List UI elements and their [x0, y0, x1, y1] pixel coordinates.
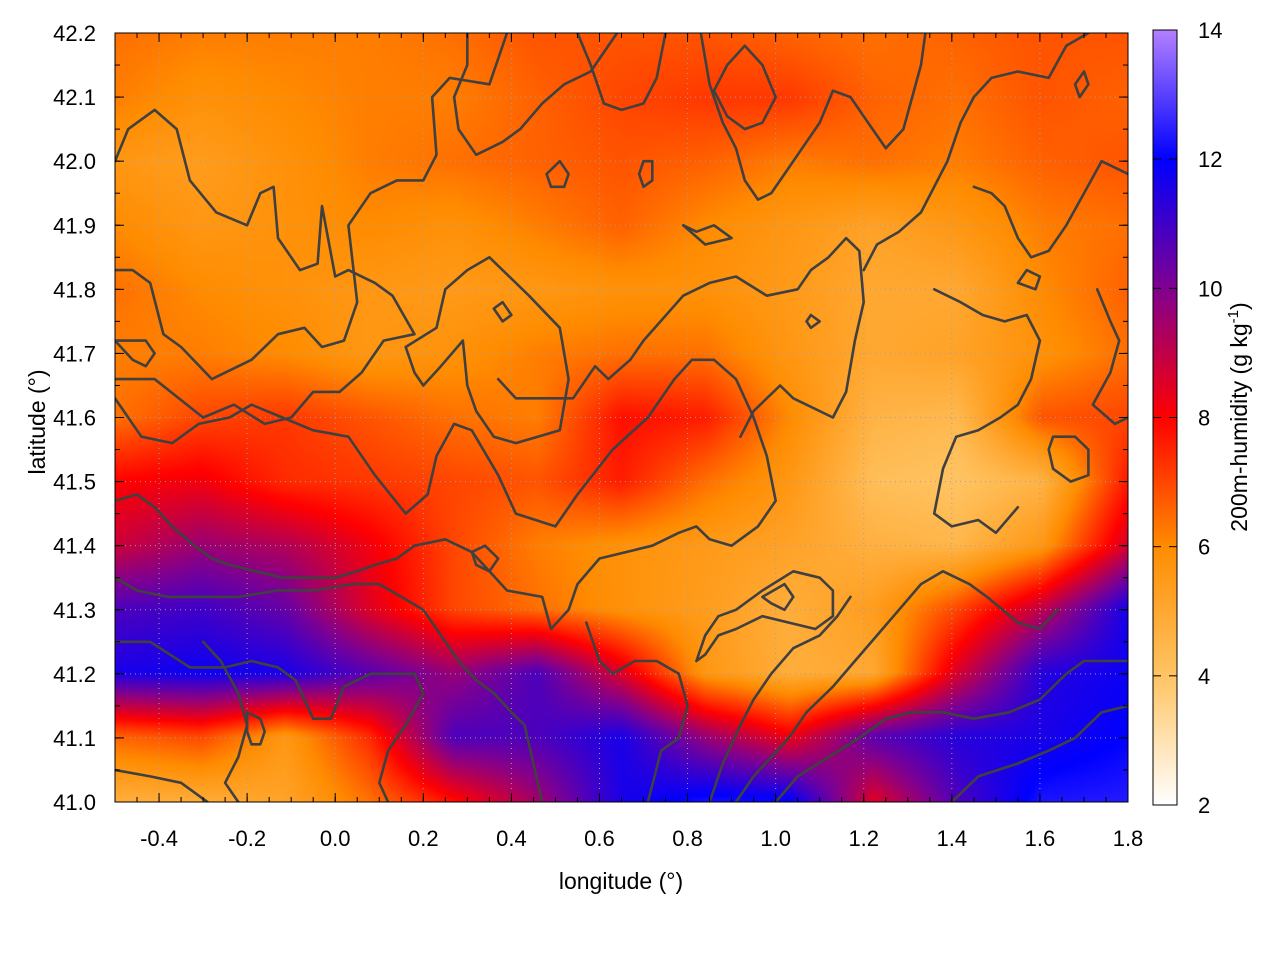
y-tick-label: 42.1 — [53, 85, 96, 110]
y-tick-label: 41.1 — [53, 726, 96, 751]
contour-lines — [115, 33, 1128, 802]
x-tick-label: 1.6 — [1025, 826, 1056, 851]
contour-line — [712, 44, 777, 131]
x-tick-label: 1.0 — [760, 826, 791, 851]
contour-line — [805, 313, 821, 330]
y-tick-label: 41.8 — [53, 277, 96, 302]
contour-line — [115, 640, 425, 802]
x-tick-label: 1.2 — [848, 826, 879, 851]
x-tick-label: 0.8 — [672, 826, 703, 851]
y-tick-label: 42.0 — [53, 149, 96, 174]
y-axis-label: latitude (°) — [24, 369, 50, 474]
x-tick-label: 0.6 — [584, 826, 615, 851]
colorbar-label-exponent: -1 — [1225, 310, 1242, 323]
x-tick-label: 0.2 — [408, 826, 439, 851]
contour-line — [545, 159, 570, 189]
colorbar-label-main: 200m-humidity (g kg — [1226, 323, 1252, 531]
contour-line — [708, 595, 852, 802]
y-tick-label: 41.6 — [53, 406, 96, 431]
colorbar-tick-label: 2 — [1198, 793, 1210, 818]
y-tick-label: 41.7 — [53, 341, 96, 366]
contour-line — [115, 339, 156, 368]
contour-line — [1091, 288, 1128, 426]
y-tick-label: 41.5 — [53, 470, 96, 495]
contour-line — [761, 582, 795, 612]
colorbar-axis: 2 4 6 8 10 12 14 — [1153, 18, 1222, 818]
contour-line — [115, 33, 509, 381]
y-tick-label: 41.9 — [53, 213, 96, 238]
contour-line — [681, 224, 733, 246]
colorbar-tick-label: 8 — [1198, 406, 1210, 431]
colorbar-tick-label: 4 — [1198, 664, 1210, 689]
colorbar-tick-label: 14 — [1198, 18, 1222, 43]
colorbar-tick-label: 6 — [1198, 535, 1210, 560]
contour-line — [699, 33, 927, 201]
x-tick-label: -0.4 — [140, 826, 178, 851]
x-tick-label: 1.8 — [1113, 826, 1144, 851]
y-tick-label: 41.4 — [53, 534, 96, 559]
contour-line — [1016, 268, 1042, 291]
contour-line — [470, 544, 500, 573]
colorbar-label: 200m-humidity (g kg-1) — [1225, 302, 1252, 531]
contour-line — [115, 108, 416, 426]
humidity-raster — [115, 33, 1128, 802]
humidity-field — [115, 33, 1128, 802]
contour-line — [734, 570, 1059, 802]
contour-line — [774, 659, 1128, 802]
x-tick-label: 0.0 — [320, 826, 351, 851]
contour-line — [452, 33, 619, 157]
contour-line — [585, 621, 689, 802]
y-axis: 41.0 41.1 41.2 41.3 41.4 41.5 41.6 41.7 41.8 41.9… — [53, 21, 1128, 815]
y-tick-label: 41.0 — [53, 790, 96, 815]
y-tick-label: 42.2 — [53, 21, 96, 46]
x-axis-label: longitude (°) — [559, 868, 683, 894]
contour-line — [637, 159, 654, 189]
x-axis: -0.4 -0.2 0.0 0.2 0.4 0.6 0.8 1.0 1.2 1.4 1.6 1.8 — [114, 33, 1144, 851]
contour-line — [245, 711, 266, 746]
contour-line — [115, 576, 544, 802]
y-tick-label: 41.3 — [53, 598, 96, 623]
colorbar-label-close: ) — [1226, 302, 1252, 310]
contour-line — [115, 768, 209, 802]
contour-line — [695, 570, 835, 663]
contour-line — [932, 288, 1042, 535]
colorbar-tick-label: 10 — [1198, 276, 1222, 301]
y-tick-label: 41.2 — [53, 662, 96, 687]
x-tick-label: -0.2 — [228, 826, 266, 851]
contour-line — [1047, 435, 1090, 483]
contour-line — [576, 33, 667, 112]
contour-line — [404, 256, 570, 445]
x-tick-label: 1.4 — [937, 826, 968, 851]
colorbar-tick-label: 12 — [1198, 147, 1222, 172]
contour-line — [492, 300, 513, 323]
contour-line — [115, 358, 777, 631]
contour-line — [862, 33, 1090, 272]
contour-line — [950, 704, 1128, 802]
contour-line — [1073, 70, 1090, 99]
x-tick-label: 0.4 — [496, 826, 527, 851]
contour-line — [972, 159, 1128, 259]
contour-line — [496, 236, 865, 438]
